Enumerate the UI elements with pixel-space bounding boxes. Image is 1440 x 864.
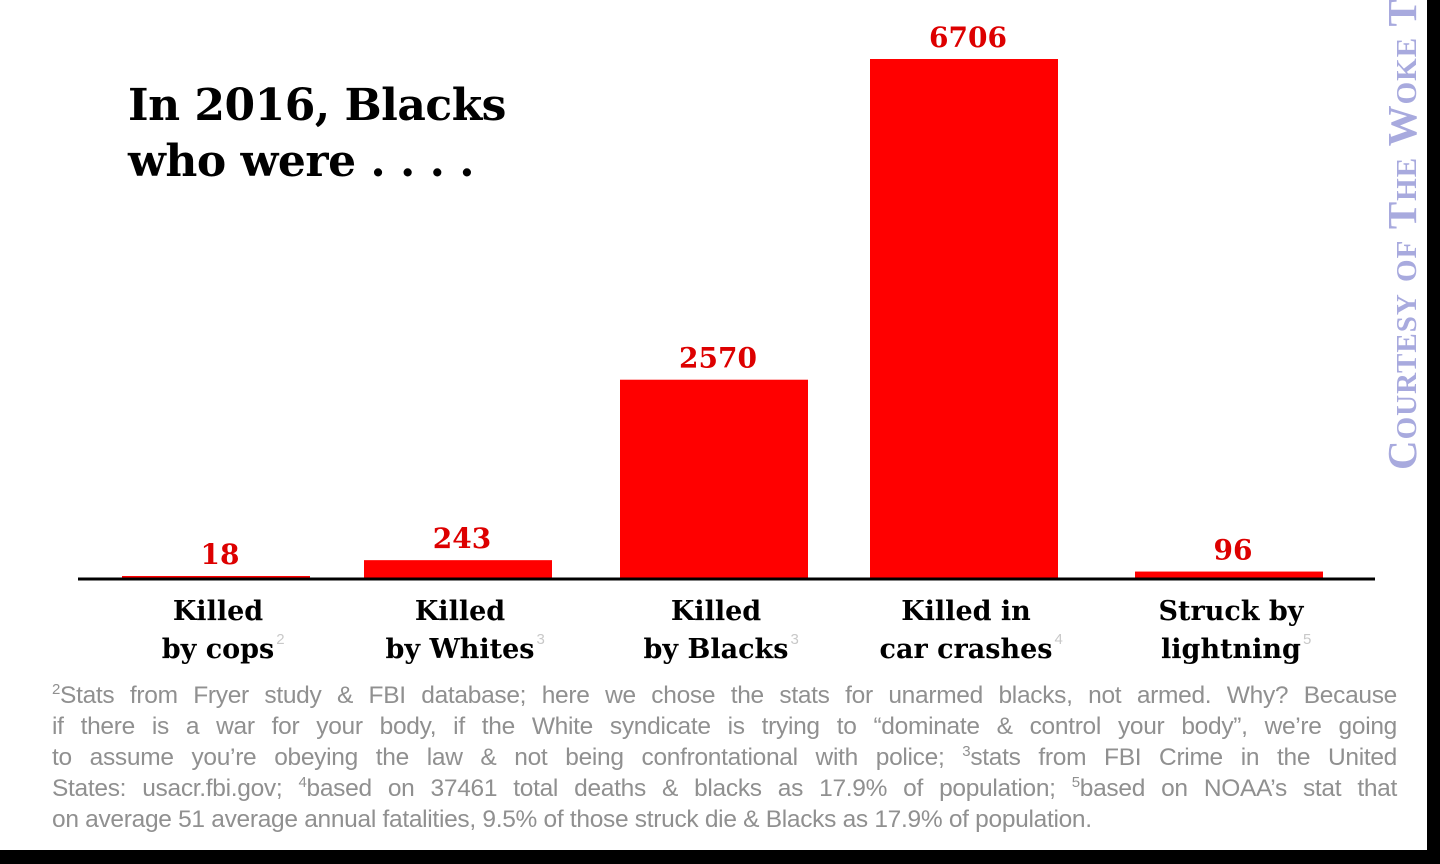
footnote-ref-1: 2 [276,631,284,648]
title-line-1: In 2016, Blacks [128,80,506,131]
footnote-ref-5: 5 [1303,631,1311,648]
footnote-marker: 2 [52,681,61,698]
bar-2 [364,560,552,579]
bar-4 [870,59,1058,579]
chart-title: In 2016, Blacks who were . . . . [128,78,506,190]
footnote-text: stats from FBI Crime in the United [970,744,1397,771]
footnote-line-2: if there is a war for your body, if the … [52,711,1397,742]
footnote: 2Stats from Fryer study & FBI database; … [52,680,1397,835]
chart-canvas: In 2016, Blacks who were . . . . 18 Kille… [0,0,1427,850]
category-label-5-line-1: Struck by [1159,596,1305,627]
footnote-text: States: usacr.fbi.gov; [52,775,299,802]
category-label-2-line-2: by Whites [385,634,534,665]
value-label-4: 6706 [929,21,1007,54]
category-label-4-line-2: car crashes [880,634,1053,665]
footnote-marker: 3 [962,743,971,760]
bar-3 [620,379,808,579]
value-label-2: 243 [433,522,491,555]
footnote-text: on average 51 average annual fatalities,… [52,806,1092,833]
footnote-text: if there is a war for your body, if the … [52,713,1397,740]
footnote-ref-4: 4 [1054,631,1062,648]
footnote-marker: 5 [1071,774,1080,791]
category-label-3-line-1: Killed [671,596,761,627]
category-label-1-line-2: by cops [162,634,275,665]
footnote-text: based on 37461 total deaths & blacks as … [306,775,1072,802]
footnote-text: Stats from Fryer study & FBI database; h… [60,682,1397,709]
footnote-line-4: States: usacr.fbi.gov; 4based on 37461 t… [52,773,1397,804]
category-label-5-line-2: lightning [1161,634,1301,665]
footnote-text: to assume you’re obeying the law & not b… [52,744,963,771]
category-label-2-line-1: Killed [415,596,505,627]
value-label-3: 2570 [679,342,757,375]
category-label-4-line-1: Killed in [901,596,1031,627]
bar-5 [1135,571,1323,579]
footnote-line-5: on average 51 average annual fatalities,… [52,804,1397,835]
watermark: Courtesy of The Woke Temple [1379,0,1425,470]
footnote-line-1: 2Stats from Fryer study & FBI database; … [52,680,1397,711]
category-label-1-line-1: Killed [173,596,263,627]
footnote-line-3: to assume you’re obeying the law & not b… [52,742,1397,773]
category-label-3-line-2: by Blacks [644,634,789,665]
value-label-5: 96 [1214,534,1253,567]
footnote-ref-2: 3 [537,631,545,648]
title-line-2: who were . . . . [128,136,475,187]
value-label-1: 18 [201,538,240,571]
footnote-text: based on NOAA’s stat that [1079,775,1398,802]
footnote-ref-3: 3 [790,631,798,648]
footnote-marker: 4 [298,774,307,791]
